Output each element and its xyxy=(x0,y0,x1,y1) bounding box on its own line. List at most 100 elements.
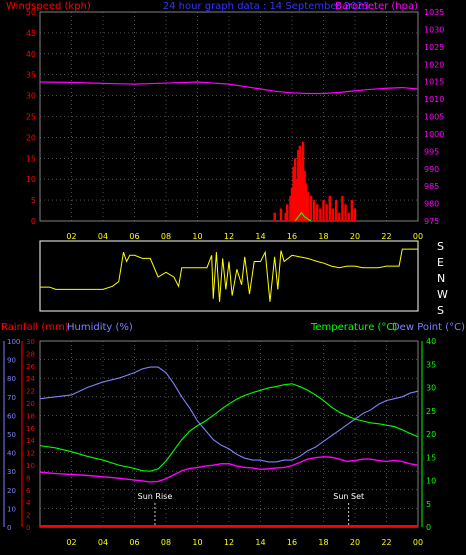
direction-tick-label: S xyxy=(437,304,444,317)
windspeed-gust-bar xyxy=(341,195,344,221)
barometer-tick-label: 975 xyxy=(424,217,439,226)
rainfall-tick-label: 10 xyxy=(26,462,35,470)
temperature-tick-label: 25 xyxy=(426,407,436,416)
rainfall-tick-label: 14 xyxy=(26,437,35,445)
barometer-tick-label: 1035 xyxy=(424,8,444,17)
top-x-tick-label: 00 xyxy=(413,232,423,241)
barometer-tick-label: 1020 xyxy=(424,60,444,69)
bottom-x-tick-label: 10 xyxy=(192,538,202,547)
windspeed-gust-bar xyxy=(293,158,297,221)
windspeed-gust-bar xyxy=(273,212,276,221)
bottom-x-tick-label: 02 xyxy=(66,538,76,547)
windspeed-tick-label: 25 xyxy=(26,113,36,122)
temperature-tick-label: 30 xyxy=(426,384,436,393)
bottom-x-tick-label: 22 xyxy=(381,538,391,547)
top-x-tick-label: 04 xyxy=(98,232,108,241)
windspeed-gust-bar xyxy=(289,195,292,221)
windspeed-tick-label: 30 xyxy=(26,92,36,101)
windspeed-gust-bar xyxy=(303,170,306,221)
barometer-tick-label: 1000 xyxy=(424,130,444,139)
dewpoint-axis-label: Dew Point (°C) xyxy=(392,322,465,333)
top-x-tick-label: 08 xyxy=(161,232,171,241)
windspeed-gust-bar xyxy=(309,195,313,221)
rainfall-tick-label: 4 xyxy=(26,499,31,507)
windspeed-average-line xyxy=(294,211,312,222)
top-x-tick-label: 18 xyxy=(318,232,328,241)
windspeed-gust-bar xyxy=(312,200,316,221)
top-x-tick-label: 22 xyxy=(381,232,391,241)
bottom-x-tick-label: 16 xyxy=(287,538,297,547)
windspeed-gust-bar xyxy=(306,191,309,221)
humidity-axis-label: Humidity (%) xyxy=(67,322,133,333)
chart-title: 24 hour graph data : 14 September 2023 xyxy=(163,1,370,12)
barometer-tick-label: 1025 xyxy=(424,43,444,52)
barometer-tick-label: 995 xyxy=(424,147,439,156)
windspeed-gust-bar xyxy=(328,195,331,221)
windspeed-gust-bar xyxy=(304,183,308,221)
humidity-tick-label: 80 xyxy=(7,375,16,383)
bottom-x-tick-label: 12 xyxy=(224,538,234,547)
temperature-tick-label: 10 xyxy=(426,477,436,486)
humidity-line xyxy=(39,366,419,463)
top-x-tick-label: 20 xyxy=(350,232,360,241)
top-x-tick-label: 06 xyxy=(129,232,139,241)
humidity-tick-label: 30 xyxy=(7,468,16,476)
windspeed-gust-bar xyxy=(325,204,328,221)
rainfall-tick-label: 20 xyxy=(26,400,35,408)
rainfall-axis-label: Rainfall (mm) xyxy=(1,322,69,333)
windspeed-tick-label: 5 xyxy=(31,196,36,205)
barometer-tick-label: 1005 xyxy=(424,113,444,122)
barometer-tick-label: 990 xyxy=(424,165,439,174)
windspeed-gust-bar xyxy=(298,145,302,221)
windspeed-gust-bar xyxy=(353,208,357,221)
temperature-tick-label: 20 xyxy=(426,430,436,439)
windspeed-gust-bar xyxy=(284,212,287,221)
direction-tick-label: N xyxy=(437,272,445,285)
humidity-tick-label: 60 xyxy=(7,412,16,420)
rainfall-tick-label: 24 xyxy=(26,375,35,383)
windspeed-gust-bar xyxy=(300,162,303,221)
barometer-tick-label: 1015 xyxy=(424,78,444,87)
temperature-tick-label: 35 xyxy=(426,360,436,369)
humidity-tick-label: 20 xyxy=(7,487,16,495)
sun-event-label: Sun Set xyxy=(333,492,364,501)
windspeed-axis-label: Windspeed (kph) xyxy=(6,1,91,12)
windspeed-gust-bar xyxy=(319,208,322,221)
top-x-tick-label: 02 xyxy=(66,232,76,241)
barometer-tick-label: 1010 xyxy=(424,95,444,104)
windspeed-gust-bar xyxy=(344,204,347,221)
rainfall-tick-label: 22 xyxy=(26,388,35,396)
humidity-tick-label: 40 xyxy=(7,450,16,458)
direction-tick-label: W xyxy=(437,288,448,301)
sun-event-label: Sun Rise xyxy=(138,492,173,501)
rainfall-tick-label: 16 xyxy=(26,425,35,433)
temperature-tick-label: 5 xyxy=(426,500,431,509)
humidity-tick-label: 90 xyxy=(7,357,16,365)
barometer-tick-label: 985 xyxy=(424,182,439,191)
windspeed-tick-label: 20 xyxy=(26,133,36,142)
humidity-tick-label: 50 xyxy=(7,431,16,439)
barometer-axis-label: Barometer (hpa) xyxy=(335,1,418,12)
windspeed-gust-bar xyxy=(292,166,295,221)
windspeed-gust-bar xyxy=(286,204,289,221)
bottom-x-tick-label: 08 xyxy=(161,538,171,547)
humidity-tick-label: 10 xyxy=(7,505,16,513)
rainfall-tick-label: 2 xyxy=(26,512,30,520)
temp-humidity-panel: 02 04 06 08 10 12 14 16 18 20 22 000102030405060708… xyxy=(3,337,436,547)
windspeed-tick-label: 40 xyxy=(26,50,36,59)
humidity-tick-label: 0 xyxy=(7,524,11,532)
windspeed-gust-bar xyxy=(347,212,350,221)
bottom-x-tick-label: 18 xyxy=(318,538,328,547)
windspeed-gust-bar xyxy=(350,200,354,221)
rainfall-tick-label: 12 xyxy=(26,450,35,458)
rainfall-tick-label: 8 xyxy=(26,474,30,482)
windspeed-gust-bar xyxy=(290,187,294,221)
top-x-tick-label: 14 xyxy=(255,232,265,241)
rainfall-tick-label: 0 xyxy=(26,524,30,532)
dewpoint-line xyxy=(39,456,419,483)
bottom-x-tick-label: 20 xyxy=(350,538,360,547)
bottom-x-tick-label: 14 xyxy=(255,538,265,547)
temperature-tick-label: 0 xyxy=(426,523,431,532)
temperature-axis-label: Temperature (°C) xyxy=(310,322,397,333)
